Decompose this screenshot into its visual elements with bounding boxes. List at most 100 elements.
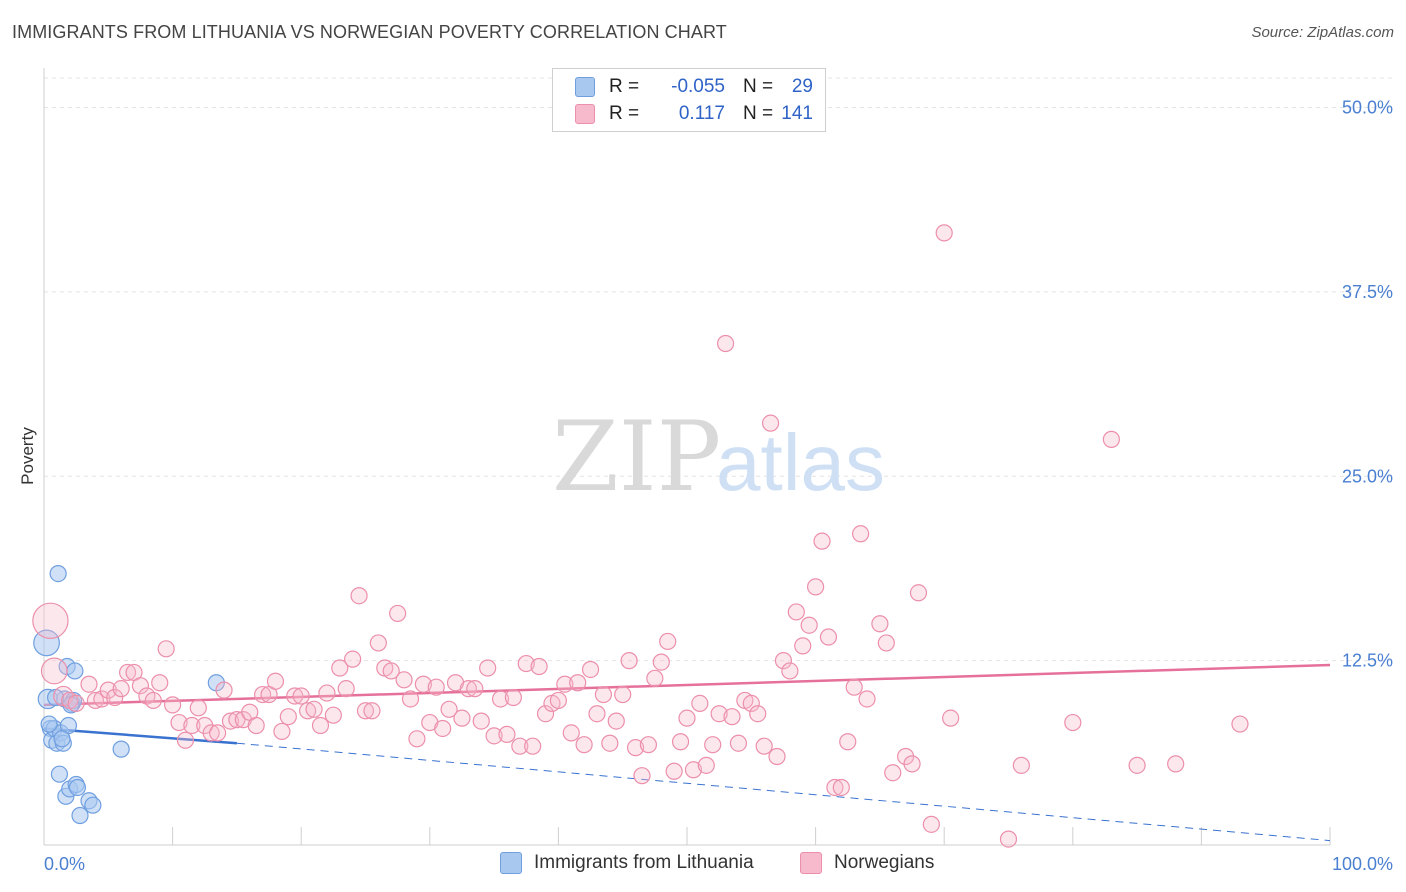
point-norwegians [305,700,323,718]
point-norwegians [504,688,522,707]
point-norwegians [292,687,310,705]
correlation-legend: R = -0.055 N = 29 R = 0.117 N = 141 [552,68,826,132]
point-norwegians [408,730,426,748]
point-norwegians [67,694,85,713]
point-lithuania [40,715,58,733]
point-norwegians [164,696,182,714]
point-norwegians [1102,430,1120,448]
point-norwegians [549,691,568,710]
watermark-zip: ZIP [552,401,721,513]
point-norwegians [382,662,400,680]
point-norwegians [202,724,220,742]
legend-n-label: N = [743,76,774,97]
point-norwegians [491,690,510,708]
point-norwegians [279,708,297,726]
point-norwegians [710,705,728,723]
point-norwegians [768,747,786,766]
point-norwegians [678,709,696,727]
y-axis-label: Poverty [18,427,37,485]
grid-lines [44,77,1393,662]
point-norwegians [1167,755,1185,773]
point-norwegians [729,734,748,752]
point-lithuania [50,765,69,783]
point-norwegians [183,716,201,735]
series-legend: Immigrants from Lithuania Norwegians [0,852,1406,878]
point-norwegians [440,700,458,718]
point-norwegians [819,628,838,646]
point-norwegians [614,685,632,704]
point-norwegians [601,734,619,752]
point-norwegians [633,767,651,785]
point-norwegians [395,671,413,689]
series-swatch-lithuania [500,852,522,874]
watermark-atlas: atlas [716,418,885,507]
series-legend-norwegians: Norwegians [800,852,934,874]
point-norwegians [106,688,124,707]
y-tick-label: 37.5% [1342,282,1393,302]
point-norwegians [93,690,111,708]
point-norwegians [266,672,285,690]
point-norwegians [556,675,574,693]
point-norwegians [742,694,760,713]
point-norwegians [485,727,503,745]
series-name-lithuania: Immigrants from Lithuania [534,852,754,873]
point-norwegians [356,702,375,720]
trend-line-lithuania [43,727,237,745]
x-tick-label-min: 0.0% [44,854,85,874]
point-norwegians [318,684,336,702]
point-norwegians [922,815,940,833]
point-norwegians [1064,713,1082,732]
point-lithuania [84,796,102,814]
point-norwegians [530,657,548,676]
series-name-norwegians: Norwegians [834,852,935,873]
point-norwegians [221,712,240,730]
point-norwegians [826,778,844,797]
point-norwegians [652,653,670,671]
legend-n-value: 29 [791,76,813,97]
point-norwegians [427,678,445,696]
legend-r-value: 0.117 [678,103,725,124]
point-lithuania [33,629,60,657]
point-norwegians [324,706,342,724]
point-norwegians [858,690,876,708]
point-lithuania [53,730,71,748]
point-norwegians [704,736,722,754]
point-norwegians [453,709,471,727]
point-norwegians [479,659,497,677]
point-norwegians [228,711,246,729]
trend-line-lithuania-extrapolated [236,742,1331,842]
point-norwegians [273,722,291,741]
point-norwegians [254,685,272,704]
legend-r-label: R = [609,76,640,97]
point-norwegians [189,699,207,717]
point-norwegians [813,532,831,550]
point-norwegians [684,761,703,779]
point-norwegians [594,685,613,704]
point-norwegians [511,737,529,755]
point-norwegians [999,830,1018,848]
point-norwegians [350,587,368,605]
point-norwegians [562,724,580,742]
point-norwegians [749,705,767,723]
point-lithuania [68,778,87,797]
point-norwegians [877,634,895,652]
point-norwegians [466,680,484,698]
point-norwegians [806,578,825,596]
point-norwegians [331,659,349,677]
point-norwegians [787,603,805,621]
point-norwegians [646,669,664,687]
legend-r-value: -0.055 [671,76,725,97]
axes [43,68,1331,846]
point-norwegians [131,677,150,695]
point-lithuania [71,806,89,825]
point-norwegians [472,712,490,730]
legend-row-lithuania: R = -0.055 N = 29 [575,74,813,100]
series-swatch-norwegians [800,852,822,874]
point-norwegians [716,334,735,353]
point-norwegians [671,733,690,751]
point-norwegians [852,525,870,543]
point-lithuania [66,662,84,680]
point-norwegians [781,662,799,680]
tick-labels: 12.5% 25.0% 37.5% 50.0% 0.0% 100.0% [44,98,1393,875]
